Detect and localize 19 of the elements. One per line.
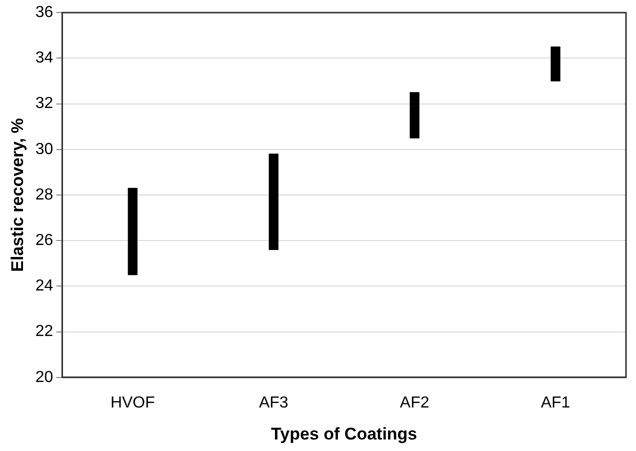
x-tick-label: AF3 xyxy=(258,394,288,412)
y-tick-label: 34 xyxy=(35,50,54,67)
bar xyxy=(128,188,138,276)
bar xyxy=(550,46,560,82)
y-tick-label: 20 xyxy=(35,368,54,386)
x-tick-label: HVOF xyxy=(110,394,156,412)
x-axis-title: Types of Coatings xyxy=(271,424,418,444)
y-tick-label: 32 xyxy=(35,95,54,112)
y-tick-label: 30 xyxy=(35,140,54,158)
x-tick-label: AF2 xyxy=(400,394,430,412)
y-tick-label: 22 xyxy=(35,323,54,340)
y-tick-label: 28 xyxy=(35,186,54,204)
bar xyxy=(268,154,278,250)
bar xyxy=(410,92,420,138)
x-tick-label: AF1 xyxy=(540,394,570,412)
y-axis-title: Elastic recovery, % xyxy=(8,118,27,272)
y-tick-label: 36 xyxy=(35,4,54,22)
y-tick-label: 26 xyxy=(35,232,54,250)
y-tick-label: 24 xyxy=(35,278,54,295)
